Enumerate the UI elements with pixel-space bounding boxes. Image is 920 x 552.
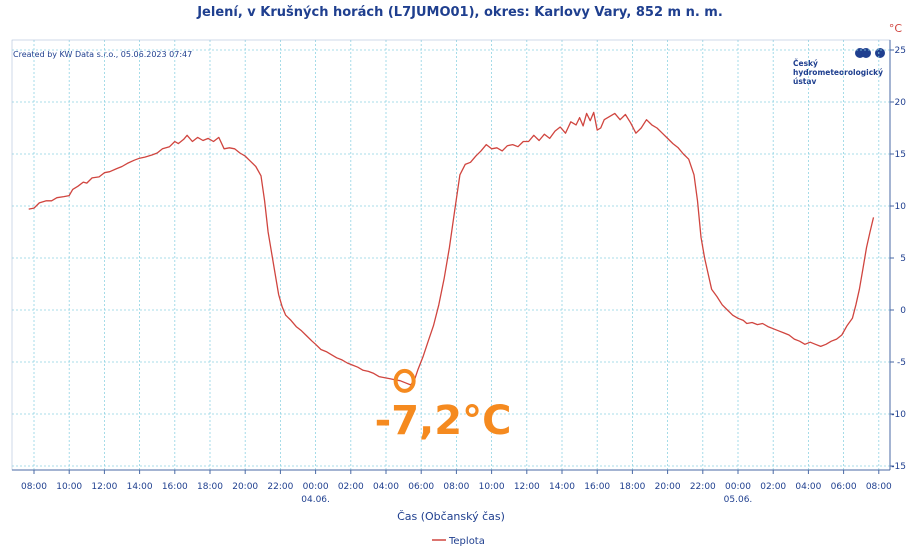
x-tick-labels: 08:00 10:00 12:00 14:00 16:00 18:00 20:00 22:00…: [21, 470, 892, 492]
x-tick-label: 14:00: [549, 482, 575, 492]
x-tick-label: 06:00: [408, 482, 434, 492]
x-tick-label: 08:00: [21, 482, 47, 492]
x-tick-label: 08:00: [866, 482, 892, 492]
x-tick-label: 12:00: [514, 482, 540, 492]
x-tick-label: 04:00: [373, 482, 399, 492]
logo-line-1: Český: [793, 59, 818, 68]
logo-dot-3: [875, 48, 885, 58]
logo-line-3: ústav: [793, 77, 816, 86]
x-tick-label: 20:00: [232, 482, 258, 492]
x-tick-label: 10:00: [479, 482, 505, 492]
y-tick-label: 10: [895, 202, 907, 212]
y-tick-label: -10: [891, 410, 906, 420]
y-unit-label: °C: [889, 22, 903, 35]
chmi-logo: Český hydrometeorologický ústav: [793, 48, 885, 86]
y-tick-label: 0: [900, 306, 906, 316]
x-tick-label: 08:00: [443, 482, 469, 492]
x-tick-label: 00:00: [725, 482, 751, 492]
legend-label-teplota: Teplota: [448, 536, 485, 547]
min-annotation: -7,2°C: [375, 368, 512, 444]
legend: Teplota: [432, 536, 485, 547]
annotation-text: -7,2°C: [375, 398, 512, 444]
logo-line-2: hydrometeorologický: [793, 68, 883, 77]
x-tick-label: 22:00: [267, 482, 293, 492]
y-tick-label: 25: [895, 46, 906, 56]
chart-title: Jelení, v Krušných horách (L7JUMO01), ok…: [196, 5, 723, 20]
x-tick-label: 16:00: [584, 482, 610, 492]
x-tick-label: 18:00: [619, 482, 645, 492]
x-tick-label: 02:00: [760, 482, 786, 492]
x-tick-label: 06:00: [831, 482, 857, 492]
logo-dot-2: [861, 48, 871, 58]
x-tick-label: 00:00: [303, 482, 329, 492]
x-tick-label: 10:00: [56, 482, 82, 492]
date-label: 05.06.: [724, 495, 753, 505]
date-labels: 04.06. 05.06.: [301, 495, 752, 505]
series-line-teplota: [28, 111, 875, 386]
x-tick-label: 12:00: [91, 482, 117, 492]
y-tick-label: -15: [891, 462, 906, 472]
x-tick-label: 20:00: [655, 482, 681, 492]
x-tick-label: 14:00: [127, 482, 153, 492]
credit-text: Created by KW Data s.r.o., 05.06.2023 07…: [13, 50, 192, 59]
y-tick-label: 15: [895, 150, 906, 160]
y-tick-label: 20: [895, 98, 907, 108]
date-label: 04.06.: [301, 495, 330, 505]
x-tick-label: 02:00: [338, 482, 364, 492]
x-tick-label: 04:00: [795, 482, 821, 492]
x-axis-label: Čas (Občanský čas): [397, 510, 505, 523]
x-tick-label: 22:00: [690, 482, 716, 492]
y-tick-label: -5: [897, 358, 906, 368]
x-tick-label: 18:00: [197, 482, 223, 492]
annotation-circle: [393, 368, 416, 393]
y-tick-labels: 25 20 15 10 5 0 -5 -10 -15: [890, 46, 906, 472]
y-tick-label: 5: [900, 254, 906, 264]
x-tick-label: 16:00: [162, 482, 188, 492]
